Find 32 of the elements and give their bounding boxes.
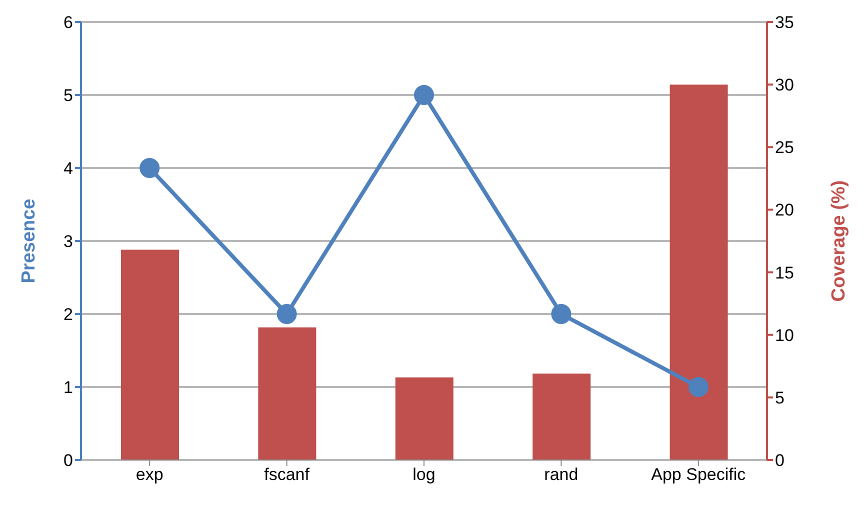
point [688, 377, 708, 397]
y-tick-label: 0 [64, 451, 73, 470]
point [414, 85, 434, 105]
y2-axis-title: Coverage (%) [828, 180, 850, 302]
bar [121, 250, 179, 460]
point [140, 158, 160, 178]
y2-tick-label: 5 [775, 388, 784, 408]
bar [532, 374, 591, 460]
x-tick-label: App Specific [651, 465, 746, 484]
bar [258, 327, 316, 460]
y2-tick-label: 0 [775, 451, 784, 470]
y2-tick-label: 35 [775, 13, 794, 32]
y-tick-label: 2 [64, 305, 73, 324]
y-axis-title: Presence [18, 198, 40, 284]
point [276, 304, 297, 324]
y2-tick-label: 25 [775, 138, 794, 158]
x-tick-label: exp [136, 465, 164, 484]
y2-tick-label: 20 [775, 200, 794, 220]
y-tick-label: 6 [64, 13, 73, 32]
y-tick-label: 3 [64, 232, 73, 252]
x-tick-label: fscanf [264, 465, 310, 484]
y2-tick-label: 15 [775, 263, 794, 282]
x-tick-label: log [412, 465, 436, 484]
y2-tick-label: 10 [775, 326, 794, 345]
x-tick-label: rand [544, 465, 578, 484]
y2-tick-label: 30 [775, 76, 794, 95]
point [551, 304, 572, 324]
y-tick-label: 1 [64, 378, 73, 398]
bar [395, 377, 454, 460]
y-tick-label: 4 [64, 159, 73, 178]
y-tick-label: 5 [64, 86, 73, 106]
bar [670, 84, 728, 460]
